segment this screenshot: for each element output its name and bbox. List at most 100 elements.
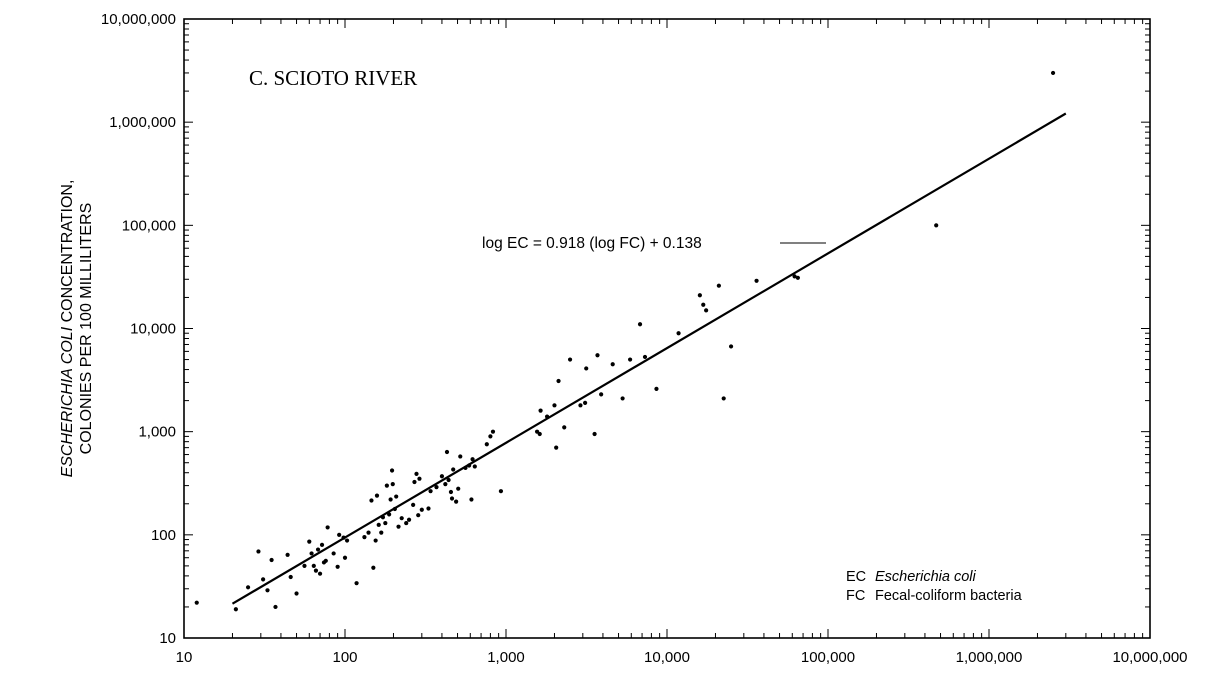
data-point [380, 515, 386, 520]
data-point [498, 489, 504, 494]
data-point [428, 489, 433, 494]
data-point [562, 425, 567, 430]
data-point [716, 283, 721, 288]
chart-title: C. SCIOTO RIVER [249, 66, 417, 90]
x-tick-label: 1,000,000 [956, 649, 1023, 666]
data-point [388, 497, 393, 502]
data-point [454, 499, 459, 504]
y-tick-label: 1,000 [138, 424, 176, 441]
data-points [194, 70, 1056, 612]
data-point [399, 516, 404, 521]
data-point [637, 322, 643, 327]
data-point [419, 507, 424, 512]
legend-entry: EC Escherichia coli [846, 569, 977, 585]
data-point [273, 604, 278, 610]
data-point [446, 477, 451, 483]
data-point [389, 468, 395, 473]
data-point [315, 547, 321, 552]
data-point [376, 522, 381, 527]
x-tick-label: 10,000 [644, 649, 690, 666]
data-point [469, 497, 474, 502]
data-point [194, 600, 199, 605]
data-point [620, 396, 625, 401]
data-point [792, 274, 797, 279]
data-point [484, 442, 489, 447]
legend-name: Fecal-coliform bacteria [875, 588, 1023, 604]
axes: 10 100 1,000 10,000 100,000 1,000,000 10,000,0… [101, 11, 1188, 666]
data-point [313, 568, 319, 573]
regression-equation: log EC = 0.918 (log FC) + 0.138 [482, 235, 702, 252]
data-point [1050, 70, 1056, 76]
legend-code: FC [846, 588, 865, 604]
data-point [288, 574, 293, 580]
data-point [456, 486, 461, 491]
data-point [406, 517, 412, 522]
y-axis-label-line: ESCHERICHIA COLI CONCENTRATION, [59, 180, 76, 478]
data-point [567, 357, 573, 362]
data-point [704, 308, 709, 313]
data-point [373, 538, 378, 543]
data-point [319, 542, 325, 547]
data-point [265, 588, 270, 593]
data-point [369, 498, 374, 503]
data-point [754, 278, 759, 283]
data-point [448, 489, 454, 495]
data-point [544, 414, 550, 419]
x-tick-label: 100 [332, 649, 357, 666]
data-point [325, 525, 330, 530]
data-point [323, 558, 328, 563]
legend-name: Escherichia coli [875, 569, 977, 585]
data-point [354, 581, 359, 586]
x-tick-label: 10,000,000 [1112, 649, 1187, 666]
data-point [552, 403, 557, 408]
data-point [245, 585, 251, 590]
data-point [934, 223, 939, 228]
data-point [584, 366, 589, 371]
data-point [795, 275, 800, 280]
data-point [458, 454, 463, 459]
y-tick-label: 10 [159, 630, 176, 647]
data-point [411, 502, 416, 508]
data-point [463, 465, 468, 471]
data-point [472, 464, 477, 469]
data-point [490, 429, 496, 434]
data-point [335, 564, 340, 569]
data-point [390, 482, 395, 487]
data-point [728, 344, 734, 349]
y-tick-label: 100 [151, 527, 176, 544]
data-point [554, 445, 559, 450]
y-axis-label-text: CONCENTRATION, [59, 180, 76, 327]
data-point [701, 302, 706, 307]
data-point [307, 539, 312, 544]
x-tick-label: 100,000 [801, 649, 855, 666]
data-point [676, 331, 681, 336]
data-point [449, 496, 455, 501]
data-point [342, 555, 348, 560]
data-point [337, 532, 342, 537]
y-axis-label-text: COLONIES PER 100 MILLILITERS [78, 203, 95, 455]
data-point [344, 538, 350, 543]
data-point [721, 396, 726, 401]
data-point [414, 471, 419, 476]
data-point [233, 607, 238, 612]
data-point [394, 494, 399, 499]
data-point [387, 512, 392, 517]
data-point [416, 513, 421, 518]
data-point [412, 479, 417, 485]
data-point [309, 551, 314, 556]
data-point [294, 591, 299, 596]
x-tick-label: 10 [176, 649, 193, 666]
data-point [628, 357, 633, 362]
data-point [374, 493, 380, 498]
data-point [444, 449, 450, 455]
data-point [311, 563, 316, 568]
data-point [467, 463, 472, 468]
data-point [331, 551, 336, 556]
data-point [261, 577, 266, 582]
legend: EC Escherichia coli FC Fecal-coliform bacte… [846, 569, 1023, 604]
data-point [362, 535, 367, 540]
data-point [697, 293, 702, 298]
data-point [538, 408, 543, 413]
data-point [434, 485, 439, 490]
